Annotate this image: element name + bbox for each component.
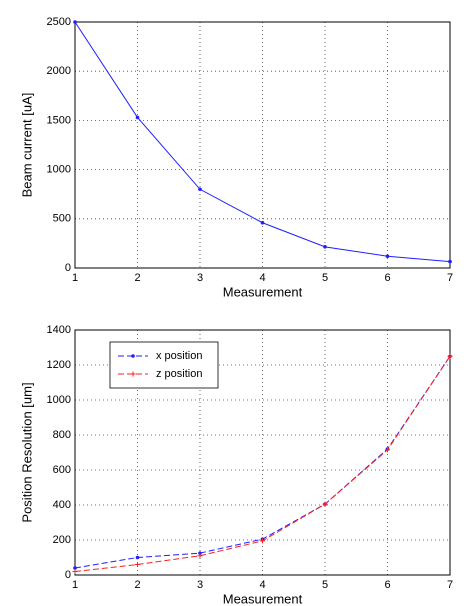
y-tick-label: 200 xyxy=(53,534,71,546)
y-axis-label: Position Resolution [um] xyxy=(19,382,34,522)
legend-box xyxy=(109,341,219,389)
x-tick-label: 2 xyxy=(134,579,140,591)
y-tick-label: 500 xyxy=(53,213,71,225)
marker xyxy=(72,569,78,574)
x-axis-label: Measurement xyxy=(223,591,303,606)
x-tick-label: 7 xyxy=(447,272,453,284)
y-tick-label: 1000 xyxy=(47,164,71,176)
x-tick-label: 3 xyxy=(197,272,203,284)
y-tick-label: 2500 xyxy=(47,16,71,28)
x-tick-label: 4 xyxy=(259,579,265,591)
marker xyxy=(260,538,265,544)
marker-plus xyxy=(135,562,140,567)
x-tick-label: 6 xyxy=(384,579,390,591)
x-tick-label: 5 xyxy=(322,272,328,284)
y-tick-label: 2000 xyxy=(47,65,71,77)
marker-dot xyxy=(260,220,265,225)
x-tick-label: 2 xyxy=(134,272,140,284)
x-tick-label: 3 xyxy=(197,579,203,591)
y-tick-label: 1200 xyxy=(47,359,71,371)
legend-marker xyxy=(130,371,136,377)
marker-plus xyxy=(260,538,265,544)
marker xyxy=(135,562,140,567)
axes-box xyxy=(74,329,451,576)
marker-plus xyxy=(72,569,78,574)
marker xyxy=(197,553,203,559)
marker-dot xyxy=(73,566,77,570)
marker xyxy=(322,501,328,507)
marker-dot xyxy=(73,20,77,24)
marker xyxy=(385,447,390,453)
marker-dot xyxy=(448,259,452,264)
x-tick-label: 4 xyxy=(259,272,265,284)
marker-plus xyxy=(322,501,328,507)
y-axis-label: Beam current [uA] xyxy=(19,93,34,198)
legend-marker xyxy=(131,354,135,358)
marker-dot xyxy=(198,187,202,192)
legend-label: x position xyxy=(156,350,202,362)
marker-dot xyxy=(135,115,140,120)
marker xyxy=(447,353,453,359)
series-line xyxy=(74,21,451,263)
x-axis-label: Measurement xyxy=(223,284,303,299)
x-tick-label: 1 xyxy=(72,579,78,591)
x-tick-label: 7 xyxy=(447,579,453,591)
y-tick-label: 600 xyxy=(53,464,71,476)
y-tick-label: 1400 xyxy=(47,324,71,336)
axes-box xyxy=(74,21,451,269)
marker-dot xyxy=(323,245,327,249)
marker-plus xyxy=(197,553,203,559)
x-tick-label: 1 xyxy=(72,272,78,284)
y-tick-label: 1000 xyxy=(47,394,71,406)
y-tick-label: 0 xyxy=(65,569,71,581)
marker-plus xyxy=(385,447,390,453)
y-tick-label: 400 xyxy=(53,499,71,511)
marker-plus xyxy=(447,353,453,359)
y-tick-label: 800 xyxy=(53,429,71,441)
x-tick-label: 6 xyxy=(384,272,390,284)
marker-dot xyxy=(385,254,390,258)
legend-label: z position xyxy=(156,368,202,380)
marker-dot xyxy=(135,555,140,560)
y-tick-label: 1500 xyxy=(47,114,71,126)
marker-dot xyxy=(198,551,202,555)
y-tick-label: 0 xyxy=(65,262,71,274)
x-tick-label: 5 xyxy=(322,579,328,591)
